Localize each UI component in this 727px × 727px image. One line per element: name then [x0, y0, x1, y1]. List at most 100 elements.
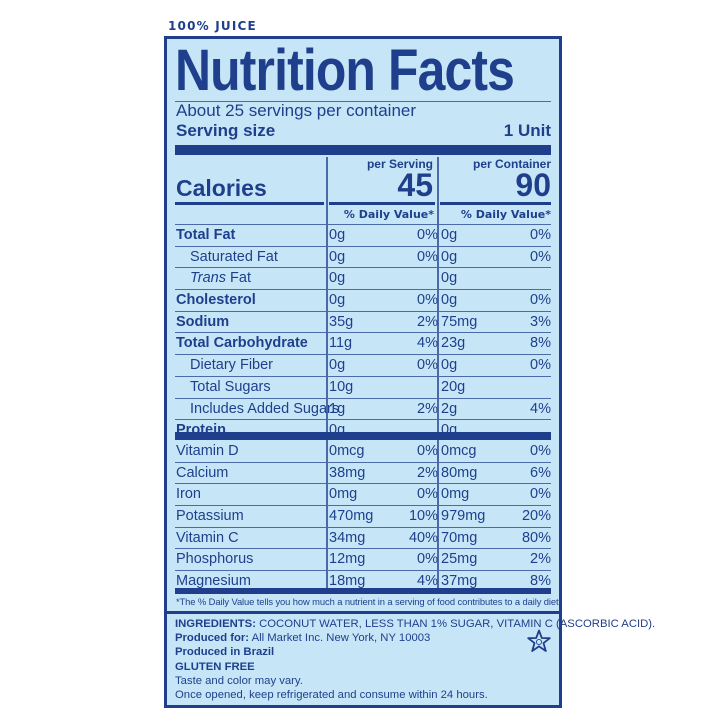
- serving-amount: 470mg: [329, 508, 374, 525]
- ingredients-label: INGREDIENTS:: [175, 618, 256, 630]
- nutrient-row-sodium: Sodium 35g 2% 75mg 3%: [175, 310, 551, 333]
- nutrient-label: Sodium: [176, 313, 230, 330]
- nutrient-label: Dietary Fiber: [190, 357, 273, 374]
- container-amount: 0g: [441, 270, 458, 287]
- section-divider: [167, 611, 559, 614]
- serving-dv: 4%: [417, 573, 438, 590]
- container-amount: 25mg: [441, 551, 478, 568]
- container-amount: 75mg: [441, 313, 478, 330]
- container-amount: 80mg: [441, 464, 478, 481]
- servings-per-container: About 25 servings per container: [176, 101, 417, 120]
- container-dv: 20%: [521, 508, 551, 525]
- taste-note: Taste and color may vary.: [175, 674, 303, 687]
- container-amount: 0mg: [441, 486, 470, 503]
- serving-dv: 2%: [417, 400, 438, 417]
- container-dv: 2%: [530, 551, 551, 568]
- serving-amount: 35g: [329, 313, 354, 330]
- container-dv: 0%: [530, 486, 551, 503]
- column-divider-2: [437, 157, 439, 589]
- nutrient-row-total-fat: Total Fat 0g 0% 0g 0%: [175, 224, 551, 246]
- serving-amount: 0g: [329, 292, 346, 309]
- daily-value-header: % Daily Value*: [460, 208, 551, 221]
- container-amount: 0mcg: [441, 443, 477, 459]
- serving-amount: 11g: [329, 335, 353, 352]
- nutrient-label: Total Sugars: [190, 378, 271, 395]
- serving-dv: 40%: [408, 529, 438, 546]
- daily-value-footnote: *The % Daily Value tells you how much a …: [176, 596, 562, 607]
- nutrition-facts-panel: Nutrition Facts About 25 servings per co…: [164, 36, 655, 708]
- serving-size-row: Serving size 1 Unit: [176, 121, 551, 141]
- container-dv: 3%: [530, 313, 551, 330]
- vitamin-label: Vitamin C: [176, 529, 239, 546]
- serving-amount: 0g: [329, 248, 346, 265]
- vitamin-label: Potassium: [176, 508, 244, 525]
- serving-dv: 0%: [417, 443, 438, 459]
- vitamin-row-calcium: Calcium 38mg 2% 80mg 6%: [175, 461, 551, 484]
- vitamin-row-phosphorus: Phosphorus 12mg 0% 25mg 2%: [175, 548, 551, 570]
- nutrient-label: Saturated Fat: [190, 248, 278, 265]
- star-icon: [527, 629, 551, 652]
- calories-divider: [329, 202, 435, 205]
- nutrient-label: Includes Added Sugars: [190, 400, 340, 417]
- nutrient-label: Cholesterol: [176, 292, 256, 309]
- container-amount: 2g: [441, 400, 458, 417]
- serving-dv: 0%: [417, 292, 438, 309]
- title-divider: [175, 101, 551, 102]
- calories-per-serving: 45: [397, 167, 433, 203]
- vitamin-row-potassium: Potassium 470mg 10% 979mg 20%: [175, 505, 551, 527]
- daily-value-header: % Daily Value*: [343, 208, 434, 221]
- serving-dv: 0%: [417, 551, 438, 568]
- serving-amount: 38mg: [329, 464, 366, 481]
- container-dv: 0%: [530, 292, 551, 309]
- calories-divider: [175, 202, 324, 205]
- column-divider-1: [326, 157, 328, 589]
- vitamin-label: Calcium: [176, 464, 229, 481]
- nutrient-row-trans-fat: Trans Fat 0g 0g: [175, 267, 551, 289]
- container-dv: 8%: [530, 335, 551, 352]
- container-dv: 80%: [521, 529, 551, 546]
- vitamin-row-magnesium: Magnesium 18mg 4% 37mg 8%: [175, 570, 551, 592]
- ingredients-text: COCONUT WATER, LESS THAN 1% SUGAR, VITAM…: [255, 618, 656, 630]
- vitamin-row-vitamin-c: Vitamin C 34mg 40% 70mg 80%: [175, 526, 551, 549]
- serving-dv: 0%: [417, 227, 438, 243]
- serving-amount: 34mg: [329, 529, 366, 546]
- thick-divider: [175, 432, 551, 440]
- nutrient-rows: Total Fat 0g 0% 0g 0% Saturated Fat 0g 0% 0g 0% …: [175, 224, 551, 441]
- gluten-free-text: GLUTEN FREE: [175, 660, 255, 673]
- storage-note: Once opened, keep refrigerated and consu…: [175, 689, 488, 702]
- per-serving-header: per Serving: [366, 157, 433, 171]
- serving-amount: 12mg: [329, 551, 366, 568]
- calories-divider: [440, 202, 551, 205]
- serving-amount: 18mg: [329, 573, 366, 590]
- container-amount: 0g: [441, 248, 458, 265]
- container-dv: 8%: [530, 573, 551, 590]
- thick-divider: [175, 145, 551, 155]
- vitamin-label: Iron: [176, 486, 201, 503]
- serving-size-label: Serving size: [176, 121, 276, 140]
- container-amount: 23g: [441, 335, 466, 352]
- container-amount: 0g: [441, 357, 458, 374]
- container-dv: 0%: [530, 248, 551, 265]
- vitamin-label: Vitamin D: [176, 443, 239, 459]
- container-dv: 0%: [530, 443, 551, 459]
- serving-amount: 1g: [329, 400, 346, 417]
- ingredients-block: INGREDIENTS: COCONUT WATER, LESS THAN 1%…: [175, 617, 655, 702]
- container-amount: 0g: [441, 227, 458, 243]
- nutrient-row-added-sugars: Includes Added Sugars 1g 2% 2g 4%: [175, 397, 551, 420]
- serving-amount: 0g: [329, 270, 346, 287]
- origin-text: Produced in Brazil: [175, 646, 275, 659]
- container-amount: 70mg: [441, 529, 478, 546]
- container-dv: 4%: [530, 400, 551, 417]
- produced-for-label: Produced for:: [175, 632, 250, 645]
- container-dv: 0%: [530, 227, 551, 243]
- container-dv: 6%: [530, 464, 551, 481]
- container-amount: 979mg: [441, 508, 486, 525]
- serving-amount: 0g: [329, 227, 346, 243]
- vitamin-label: Phosphorus: [176, 551, 254, 568]
- nutrient-row-total-carbohydrate: Total Carbohydrate 11g 4% 23g 8%: [175, 332, 551, 354]
- serving-size-value: 1 Unit: [503, 121, 551, 140]
- panel-title: Nutrition Facts: [175, 38, 515, 103]
- vitamin-label: Magnesium: [176, 573, 251, 590]
- calories-per-container: 90: [515, 167, 551, 203]
- serving-dv: 0%: [417, 486, 438, 503]
